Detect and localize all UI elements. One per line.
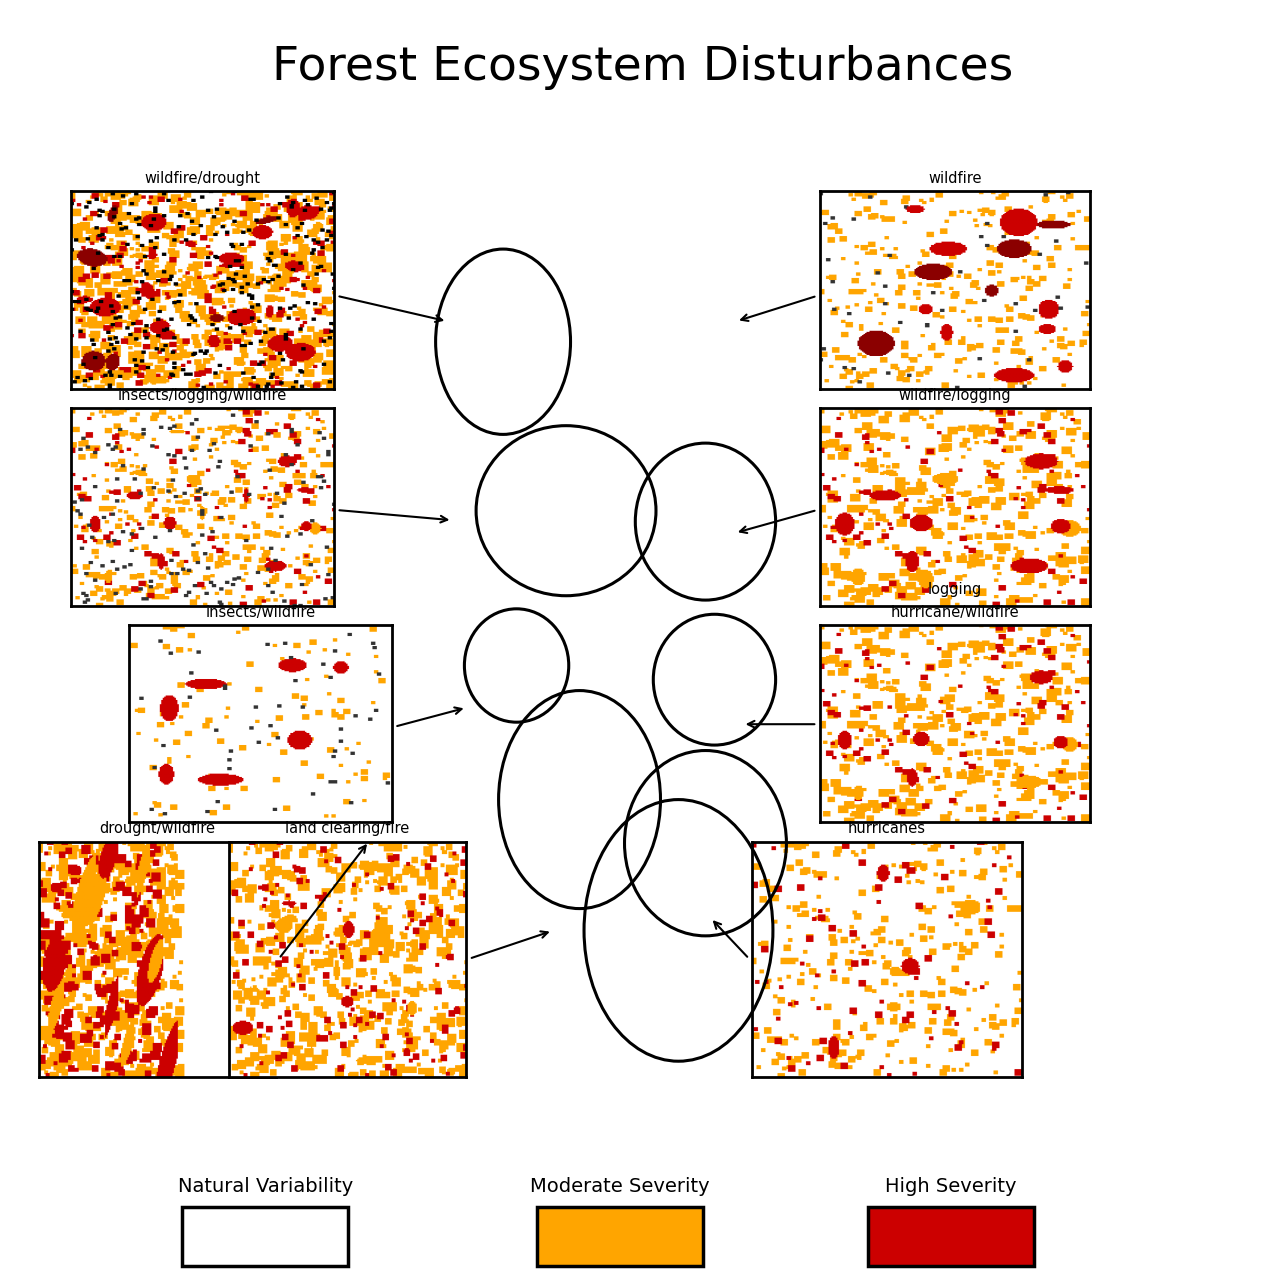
Bar — [537, 1206, 703, 1266]
Text: wildfire: wildfire — [928, 171, 982, 186]
Text: hurricanes: hurricanes — [848, 821, 925, 836]
Text: drought/wildfire: drought/wildfire — [99, 821, 216, 836]
Text: Forest Ecosystem Disturbances: Forest Ecosystem Disturbances — [272, 45, 1013, 89]
Text: wildfire/logging: wildfire/logging — [898, 388, 1011, 403]
Text: High Severity: High Severity — [885, 1177, 1016, 1196]
Bar — [182, 1206, 348, 1266]
Text: Moderate Severity: Moderate Severity — [531, 1177, 709, 1196]
Text: Natural Variability: Natural Variability — [177, 1177, 353, 1196]
Text: insects/logging/wildfire: insects/logging/wildfire — [118, 388, 287, 403]
Text: wildfire/drought: wildfire/drought — [144, 171, 261, 186]
Text: hurricane/wildfire: hurricane/wildfire — [891, 604, 1019, 620]
Text: land clearing/fire: land clearing/fire — [285, 821, 410, 836]
Text: insects/wildfire: insects/wildfire — [206, 604, 315, 620]
Bar — [869, 1206, 1033, 1266]
Text: logging: logging — [928, 581, 982, 597]
